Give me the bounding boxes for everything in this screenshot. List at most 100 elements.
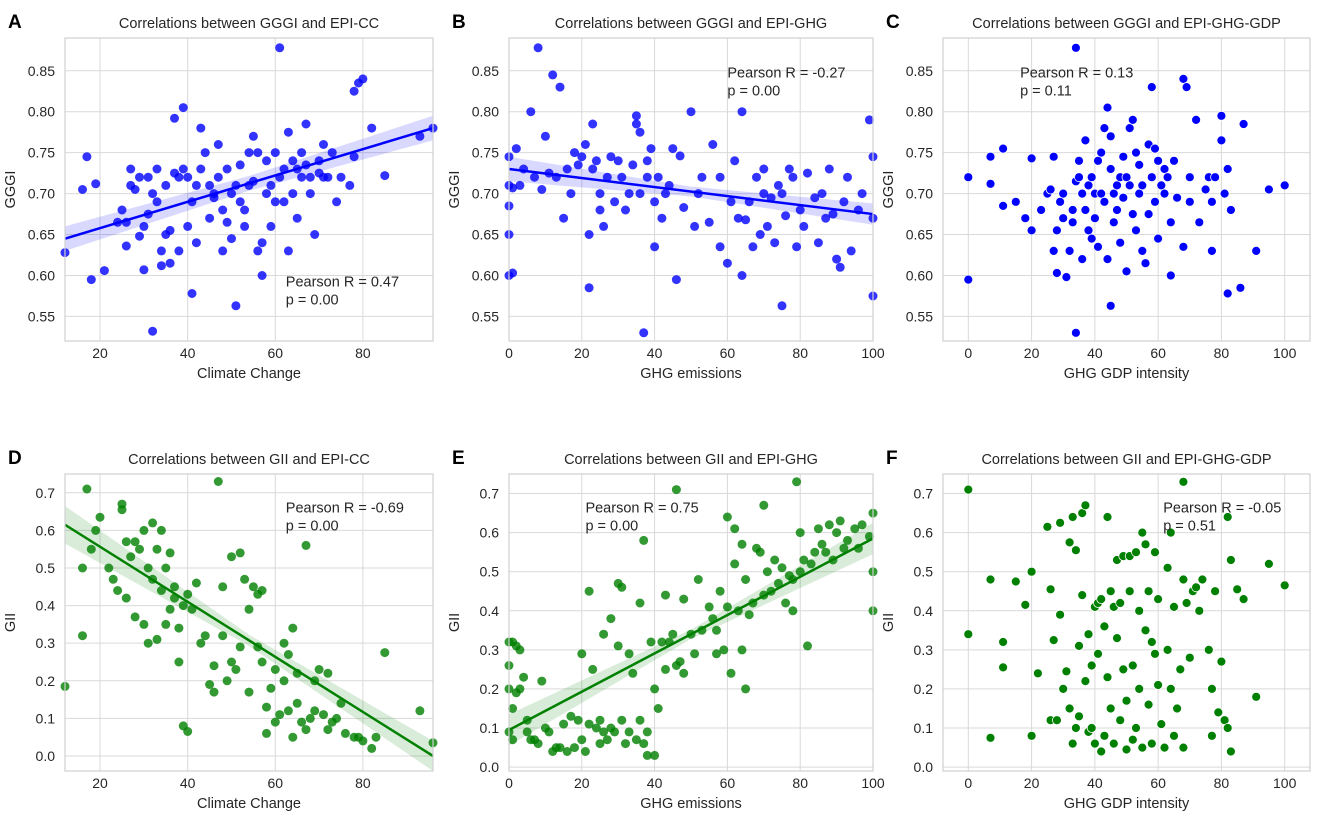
data-point xyxy=(1096,594,1107,604)
data-point xyxy=(559,719,569,729)
data-point xyxy=(1134,684,1145,694)
data-point xyxy=(183,589,193,599)
data-point xyxy=(635,127,645,137)
data-point xyxy=(679,594,689,604)
data-point xyxy=(91,525,101,535)
y-tick-label: 0.5 xyxy=(36,560,56,576)
y-tick-label: 0.2 xyxy=(480,681,500,697)
data-point xyxy=(213,140,223,149)
data-point xyxy=(248,582,258,592)
data-point xyxy=(606,614,616,624)
data-point xyxy=(323,172,333,182)
data-point xyxy=(566,711,576,721)
data-point xyxy=(832,528,842,538)
p-value-annotation: p = 0.51 xyxy=(1163,519,1216,535)
data-point xyxy=(679,668,689,678)
data-point xyxy=(817,189,827,199)
data-point xyxy=(562,164,572,174)
pearson-r-annotation: Pearson R = -0.27 xyxy=(727,65,845,81)
data-point xyxy=(533,739,543,749)
data-point xyxy=(183,727,193,736)
data-point xyxy=(108,574,118,584)
data-point xyxy=(635,189,645,199)
y-tick-label: 0.3 xyxy=(480,642,500,658)
x-axis-label: GHG emissions xyxy=(640,796,742,812)
data-point xyxy=(599,629,609,639)
data-point xyxy=(183,172,193,182)
data-point xyxy=(1061,666,1072,677)
data-point xyxy=(591,156,601,166)
data-point xyxy=(591,723,601,733)
y-tick-label: 0.4 xyxy=(36,598,56,614)
data-point xyxy=(1159,188,1170,199)
data-point xyxy=(985,178,996,189)
x-tick-label: 60 xyxy=(267,345,283,361)
data-point xyxy=(262,702,271,712)
data-point xyxy=(170,582,179,592)
data-point xyxy=(78,185,87,194)
data-point xyxy=(86,275,96,285)
data-point xyxy=(759,500,769,510)
data-point xyxy=(1112,205,1122,215)
data-point xyxy=(257,271,267,280)
y-tick-label: 0.1 xyxy=(36,710,56,726)
data-point xyxy=(205,180,215,190)
data-point xyxy=(1131,723,1141,733)
data-point xyxy=(752,172,761,182)
data-point xyxy=(218,246,228,256)
y-tick-label: 0.75 xyxy=(906,145,933,161)
data-point xyxy=(240,221,250,231)
data-point xyxy=(1020,600,1031,610)
data-point xyxy=(222,676,232,686)
data-point xyxy=(661,189,670,199)
data-point xyxy=(998,662,1008,673)
data-point xyxy=(283,650,293,659)
data-point xyxy=(1226,746,1236,757)
data-point xyxy=(1150,648,1160,659)
data-point xyxy=(508,735,518,745)
points xyxy=(60,477,438,753)
x-tick-label: 60 xyxy=(720,345,736,361)
data-point xyxy=(1222,288,1233,299)
chart-title: Correlations between GGGI and EPI-GHG-GD… xyxy=(972,16,1281,32)
y-axis-label: GII xyxy=(3,613,19,632)
data-point xyxy=(998,637,1008,647)
data-point xyxy=(715,586,725,596)
regression-line xyxy=(64,126,434,240)
data-point xyxy=(305,189,315,199)
data-point xyxy=(573,160,583,170)
data-point xyxy=(690,649,700,659)
data-point xyxy=(821,213,831,223)
data-point xyxy=(599,221,609,231)
data-point xyxy=(628,160,638,170)
data-point xyxy=(1137,527,1148,538)
data-point xyxy=(508,704,518,713)
data-point xyxy=(91,179,101,189)
data-point xyxy=(1181,598,1192,608)
data-point xyxy=(270,717,280,727)
data-point xyxy=(1207,196,1217,207)
data-point xyxy=(349,86,359,96)
data-point xyxy=(257,586,267,595)
data-point xyxy=(613,641,623,651)
data-point xyxy=(1140,539,1151,550)
data-point xyxy=(292,213,302,223)
data-point xyxy=(1090,213,1100,224)
data-point xyxy=(1026,153,1037,164)
data-point xyxy=(1134,188,1145,199)
data-point xyxy=(288,623,298,633)
panel-a: 20 40 60 80 0.55 0.60 0.65 0.70 0.75 0.80 0.85 Corr… xyxy=(3,12,438,382)
data-point xyxy=(668,629,678,639)
data-point xyxy=(1010,576,1021,587)
data-point xyxy=(1121,172,1132,183)
data-point xyxy=(244,148,254,158)
data-point xyxy=(266,221,276,231)
pearson-r-annotation: Pearson R = -0.05 xyxy=(1163,501,1281,517)
data-point xyxy=(748,242,758,252)
data-point xyxy=(1055,196,1065,207)
data-point xyxy=(726,197,736,207)
data-point xyxy=(1156,180,1167,191)
data-point xyxy=(1238,594,1249,604)
data-point xyxy=(143,638,153,648)
data-point xyxy=(1178,742,1189,753)
